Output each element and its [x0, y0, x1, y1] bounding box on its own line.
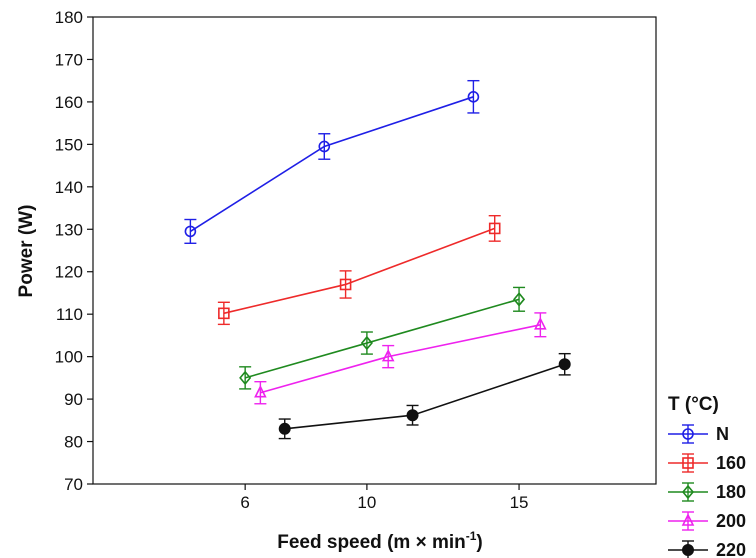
- legend-label: N: [716, 424, 729, 444]
- x-axis-label-main: Feed speed (m × min: [277, 532, 465, 553]
- legend: T (°C) N 160 180 200 220: [668, 394, 746, 558]
- data-point: [278, 422, 291, 435]
- data-point: [406, 409, 419, 422]
- data-point: [218, 307, 230, 320]
- series-220: [278, 352, 571, 440]
- series-160: [217, 214, 501, 326]
- series-line: [189, 96, 474, 233]
- x-axis-label-close: ): [476, 532, 482, 553]
- legend-label: 200: [716, 511, 746, 531]
- series-N: [184, 79, 480, 244]
- y-axis-label: Power (W): [16, 205, 37, 298]
- plot-frame: [92, 16, 657, 485]
- y-tick-label: 180: [55, 8, 83, 27]
- legend-item-160: 160: [668, 453, 746, 473]
- legend-marker: [682, 428, 694, 440]
- x-tick-label: 15: [510, 493, 529, 512]
- data-point: [558, 358, 571, 371]
- y-tick-label: 110: [56, 305, 83, 324]
- x-tick-label: 6: [240, 493, 249, 512]
- y-tick-label: 70: [64, 475, 83, 494]
- y-tick-label: 140: [55, 178, 83, 197]
- y-tick-label: 120: [55, 263, 83, 282]
- x-tick-label: 10: [357, 493, 376, 512]
- data-point: [360, 335, 373, 351]
- data-point: [534, 317, 547, 330]
- legend-marker: [682, 457, 694, 469]
- legend-marker: [681, 513, 695, 526]
- x-axis-label: Feed speed (m × min-1): [277, 529, 482, 553]
- data-point: [254, 384, 267, 398]
- data-point: [381, 348, 395, 362]
- data-point: [184, 225, 197, 238]
- data-point: [513, 292, 526, 307]
- y-tick-label: 170: [55, 50, 83, 69]
- legend-title: T (°C): [668, 394, 719, 415]
- y-tick-label: 150: [55, 135, 83, 154]
- series-200: [254, 312, 547, 405]
- data-point: [339, 278, 352, 291]
- x-axis-label-superscript: -1: [466, 529, 477, 543]
- legend-marker: [681, 484, 695, 500]
- y-tick-label: 100: [55, 348, 83, 367]
- legend-label: 220: [716, 540, 746, 558]
- legend-marker: [682, 544, 694, 556]
- data-point: [318, 140, 331, 153]
- y-tick-label: 160: [55, 93, 83, 112]
- y-tick-label: 80: [64, 433, 83, 452]
- legend-label: 160: [716, 453, 746, 473]
- legend-item-180: 180: [668, 482, 746, 502]
- data-point: [239, 370, 252, 386]
- series-line: [223, 227, 495, 315]
- legend-item-N: N: [668, 424, 729, 444]
- data-point: [488, 222, 501, 235]
- series-180: [239, 286, 526, 390]
- data-point: [467, 91, 480, 103]
- legend-item-220: 220: [668, 540, 746, 558]
- legend-label: 180: [716, 482, 746, 502]
- series-line: [260, 324, 541, 394]
- y-tick-label: 130: [55, 220, 83, 239]
- y-tick-label: 90: [64, 390, 83, 409]
- legend-item-200: 200: [668, 511, 746, 531]
